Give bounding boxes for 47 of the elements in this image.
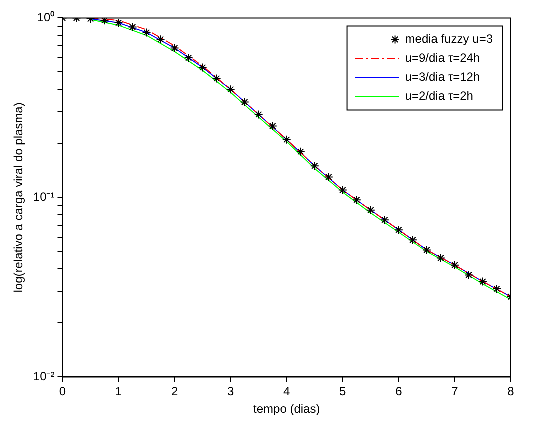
point	[198, 63, 208, 72]
point	[296, 147, 306, 156]
legend-label: u=2/dia τ=2h	[405, 89, 474, 104]
x-tick-label: 4	[284, 384, 291, 399]
point	[240, 98, 250, 107]
y-tick-label: 10⁻¹	[33, 190, 55, 204]
point	[310, 162, 320, 171]
y-tick-label: 10⁻²	[33, 370, 55, 384]
legend-label: u=9/dia τ=24h	[405, 51, 480, 66]
point	[436, 254, 446, 263]
point	[380, 216, 390, 225]
point	[324, 172, 334, 182]
point	[268, 122, 278, 131]
x-tick-label: 6	[396, 384, 403, 399]
point	[408, 236, 418, 245]
x-axis-title: tempo (dias)	[254, 402, 320, 416]
point	[226, 85, 236, 94]
point	[128, 22, 138, 32]
point	[422, 246, 432, 255]
point	[338, 186, 348, 195]
legend-label: u=3/dia τ=12h	[405, 70, 480, 84]
point	[212, 74, 222, 84]
x-tick-label: 8	[508, 384, 515, 399]
point	[184, 54, 194, 63]
point	[156, 35, 166, 44]
point	[492, 284, 502, 294]
point	[464, 270, 474, 280]
x-tick-label: 7	[452, 384, 459, 399]
point	[394, 226, 404, 235]
point	[478, 277, 488, 286]
legend-label: media fuzzy u=3	[405, 32, 494, 46]
point	[366, 206, 376, 215]
x-tick-label: 3	[227, 384, 234, 399]
y-tick-label: 10⁰	[37, 10, 55, 25]
x-tick-label: 1	[115, 384, 122, 399]
point	[352, 196, 362, 205]
point	[114, 18, 124, 28]
point	[142, 28, 152, 38]
x-tick-label: 5	[340, 384, 347, 399]
y-axis-title: log(relativo a carga viral do plasma)	[12, 102, 26, 293]
point	[100, 18, 110, 26]
point	[282, 135, 292, 144]
x-tick-label: 0	[59, 384, 66, 399]
point	[450, 260, 460, 270]
point	[254, 110, 264, 120]
point	[170, 44, 180, 53]
x-tick-label: 2	[171, 384, 178, 399]
